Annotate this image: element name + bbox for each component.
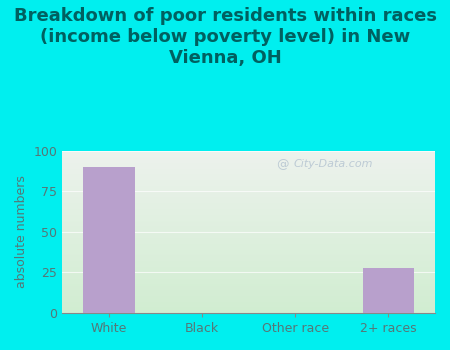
Text: @: @ bbox=[277, 158, 289, 171]
Y-axis label: absolute numbers: absolute numbers bbox=[15, 175, 28, 288]
Bar bbox=[363, 267, 414, 313]
Text: Breakdown of poor residents within races
(income below poverty level) in New
Vie: Breakdown of poor residents within races… bbox=[14, 7, 436, 66]
Text: City-Data.com: City-Data.com bbox=[293, 159, 373, 169]
Bar bbox=[83, 167, 135, 313]
